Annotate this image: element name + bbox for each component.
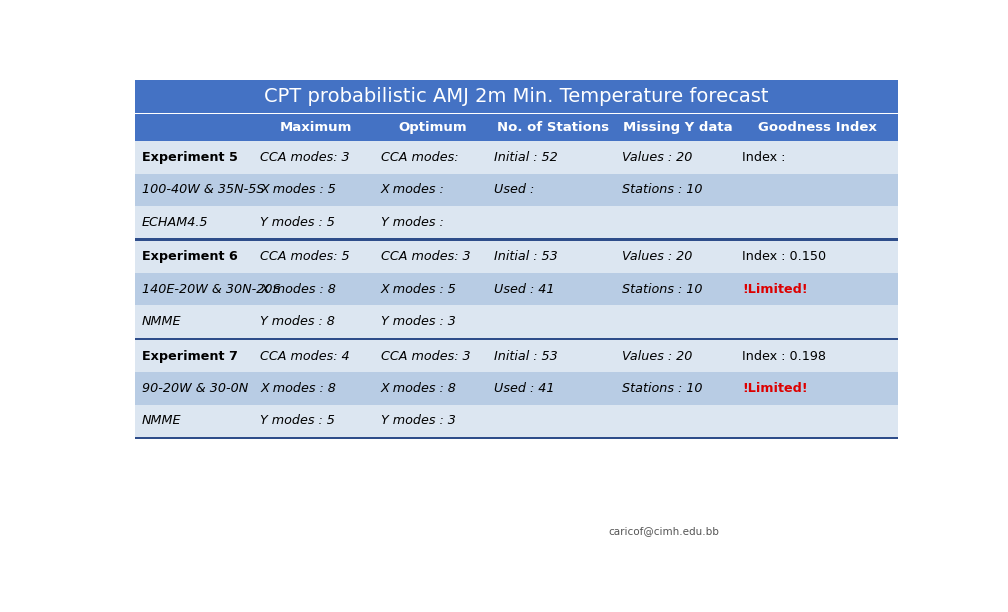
Bar	[489, 113, 617, 141]
Text: Y modes : 5: Y modes : 5	[260, 414, 336, 427]
Text: caricof@cimh.edu.bb: caricof@cimh.edu.bb	[608, 526, 719, 536]
Text: Initial : 52: Initial : 52	[494, 151, 557, 164]
Text: Stations : 10: Stations : 10	[622, 283, 703, 296]
Text: Values : 20: Values : 20	[622, 250, 692, 263]
Text: CCA modes: 3: CCA modes: 3	[381, 349, 471, 362]
Bar	[617, 113, 738, 141]
Text: Initial : 53: Initial : 53	[494, 349, 557, 362]
Bar	[256, 113, 376, 141]
Text: X modes : 5: X modes : 5	[381, 283, 457, 296]
Text: Maximum: Maximum	[280, 121, 352, 134]
Bar	[135, 174, 898, 206]
Bar	[135, 238, 898, 241]
Bar	[135, 338, 898, 340]
Bar	[376, 113, 489, 141]
Bar	[135, 80, 898, 113]
Text: 140E-20W & 30N-20S: 140E-20W & 30N-20S	[141, 283, 280, 296]
Text: CCA modes:: CCA modes:	[381, 151, 459, 164]
Text: Values : 20: Values : 20	[622, 349, 692, 362]
Text: Experiment 6: Experiment 6	[141, 250, 237, 263]
Bar	[135, 405, 898, 437]
Text: Stations : 10: Stations : 10	[622, 183, 703, 196]
Text: Stations : 10: Stations : 10	[622, 382, 703, 395]
Text: Values : 20: Values : 20	[622, 151, 692, 164]
Text: ECHAM4.5: ECHAM4.5	[141, 215, 208, 228]
Text: Goodness Index: Goodness Index	[758, 121, 877, 134]
Text: No. of Stations: No. of Stations	[497, 121, 609, 134]
Text: X modes : 8: X modes : 8	[260, 382, 337, 395]
Bar	[135, 113, 256, 141]
Text: Used : 41: Used : 41	[494, 283, 554, 296]
Text: NMME: NMME	[141, 315, 181, 328]
Text: X modes : 8: X modes : 8	[260, 283, 337, 296]
Text: Index :: Index :	[743, 151, 786, 164]
Text: CCA modes: 3: CCA modes: 3	[381, 250, 471, 263]
Text: X modes :: X modes :	[381, 183, 445, 196]
Text: CCA modes: 5: CCA modes: 5	[260, 250, 350, 263]
Text: Used :: Used :	[494, 183, 534, 196]
Bar	[135, 141, 898, 174]
Bar	[738, 113, 898, 141]
Text: Missing Y data: Missing Y data	[623, 121, 733, 134]
Bar	[135, 273, 898, 305]
Text: 100-40W & 35N-5S: 100-40W & 35N-5S	[141, 183, 264, 196]
Bar	[135, 340, 898, 372]
Text: X modes : 5: X modes : 5	[260, 183, 337, 196]
Text: 90-20W & 30-0N: 90-20W & 30-0N	[141, 382, 248, 395]
Bar	[135, 241, 898, 273]
Text: Initial : 53: Initial : 53	[494, 250, 557, 263]
Text: Experiment 7: Experiment 7	[141, 349, 237, 362]
Text: Optimum: Optimum	[398, 121, 467, 134]
Text: CPT probabilistic AMJ 2m Min. Temperature forecast: CPT probabilistic AMJ 2m Min. Temperatur…	[264, 87, 769, 106]
Bar	[135, 437, 898, 439]
Text: Y modes : 3: Y modes : 3	[381, 414, 456, 427]
Text: Y modes : 5: Y modes : 5	[260, 215, 336, 228]
Text: CCA modes: 4: CCA modes: 4	[260, 349, 350, 362]
Text: Index : 0.150: Index : 0.150	[743, 250, 827, 263]
Text: NMME: NMME	[141, 414, 181, 427]
Text: Index : 0.198: Index : 0.198	[743, 349, 827, 362]
Text: Y modes : 8: Y modes : 8	[260, 315, 336, 328]
Bar	[135, 372, 898, 405]
Text: !Limited!: !Limited!	[743, 283, 808, 296]
Text: CCA modes: 3: CCA modes: 3	[260, 151, 350, 164]
Bar	[135, 305, 898, 338]
Bar	[135, 206, 898, 238]
Bar	[135, 113, 898, 114]
Text: Used : 41: Used : 41	[494, 382, 554, 395]
Text: Y modes :: Y modes :	[381, 215, 444, 228]
Text: !Limited!: !Limited!	[743, 382, 808, 395]
Text: Experiment 5: Experiment 5	[141, 151, 237, 164]
Text: X modes : 8: X modes : 8	[381, 382, 457, 395]
Text: Y modes : 3: Y modes : 3	[381, 315, 456, 328]
